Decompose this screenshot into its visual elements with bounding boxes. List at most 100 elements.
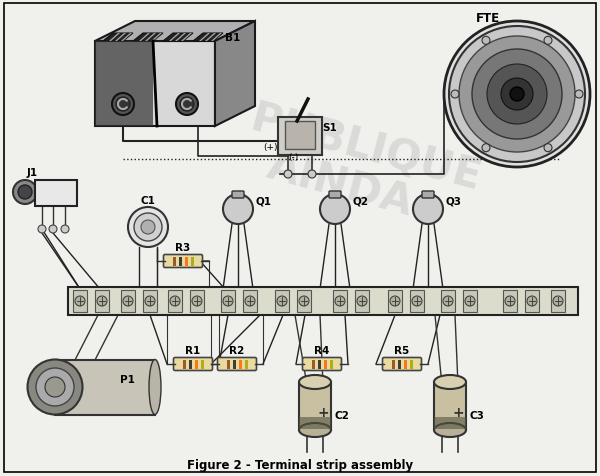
Bar [179, 257, 182, 266]
Text: P1: P1 [120, 374, 135, 384]
Circle shape [123, 297, 133, 307]
Bar [194, 360, 197, 369]
Circle shape [335, 297, 345, 307]
Text: B1: B1 [226, 33, 241, 43]
Circle shape [510, 88, 524, 102]
Circle shape [553, 297, 563, 307]
Bar [434, 382, 466, 430]
Circle shape [116, 98, 130, 112]
Circle shape [527, 297, 537, 307]
Polygon shape [139, 34, 150, 42]
Bar [188, 360, 191, 369]
Polygon shape [95, 42, 215, 127]
Text: J1: J1 [26, 168, 38, 178]
Text: Figure 2 - Terminal strip assembly: Figure 2 - Terminal strip assembly [187, 458, 413, 472]
Circle shape [245, 297, 255, 307]
Bar [434, 417, 466, 429]
Circle shape [413, 195, 443, 225]
FancyBboxPatch shape [383, 358, 422, 371]
Ellipse shape [434, 375, 466, 389]
Text: +: + [452, 405, 464, 419]
Text: +: + [317, 405, 329, 419]
FancyBboxPatch shape [218, 358, 257, 371]
Circle shape [18, 186, 32, 199]
Bar [388, 290, 402, 312]
Ellipse shape [434, 423, 466, 437]
Circle shape [277, 297, 287, 307]
Polygon shape [193, 34, 223, 42]
Bar [121, 290, 135, 312]
Bar [243, 290, 257, 312]
Bar [299, 417, 331, 429]
Circle shape [482, 37, 490, 45]
Polygon shape [211, 34, 222, 42]
Circle shape [444, 22, 590, 168]
FancyBboxPatch shape [173, 358, 212, 371]
Circle shape [443, 297, 453, 307]
Bar [221, 290, 235, 312]
Bar [410, 360, 413, 369]
Bar [392, 360, 395, 369]
Bar [95, 290, 109, 312]
Polygon shape [115, 34, 126, 42]
Polygon shape [95, 42, 153, 127]
Circle shape [487, 65, 547, 125]
FancyBboxPatch shape [232, 192, 244, 198]
Circle shape [501, 79, 533, 111]
Text: R4: R4 [314, 345, 329, 355]
Circle shape [75, 297, 85, 307]
Bar [55, 360, 155, 415]
Circle shape [451, 91, 459, 99]
Text: R5: R5 [394, 345, 410, 355]
Bar [503, 290, 517, 312]
Bar [463, 290, 477, 312]
Polygon shape [181, 34, 192, 42]
Bar [311, 360, 314, 369]
Circle shape [170, 297, 180, 307]
Text: Q1: Q1 [255, 197, 271, 207]
Ellipse shape [36, 368, 74, 406]
Bar [299, 382, 331, 430]
Bar [233, 360, 236, 369]
Bar [190, 290, 204, 312]
Polygon shape [133, 34, 163, 42]
Bar [285, 122, 315, 149]
Text: (-): (-) [288, 153, 298, 162]
Circle shape [320, 195, 350, 225]
Circle shape [412, 297, 422, 307]
Circle shape [128, 208, 168, 248]
Circle shape [482, 144, 490, 152]
FancyBboxPatch shape [329, 192, 341, 198]
Bar [525, 290, 539, 312]
Polygon shape [109, 34, 120, 42]
Circle shape [308, 170, 316, 178]
Text: S1: S1 [322, 123, 337, 133]
Polygon shape [145, 34, 156, 42]
Text: FTE: FTE [476, 11, 500, 24]
Bar [227, 360, 230, 369]
Text: Q3: Q3 [445, 197, 461, 207]
Circle shape [141, 220, 155, 235]
Circle shape [134, 214, 162, 241]
Ellipse shape [299, 423, 331, 437]
Bar [441, 290, 455, 312]
Circle shape [13, 180, 37, 205]
Ellipse shape [299, 375, 331, 389]
Bar [278, 118, 322, 156]
Bar [329, 360, 332, 369]
Circle shape [284, 170, 292, 178]
Bar [355, 290, 369, 312]
Text: (+): (+) [263, 143, 277, 152]
Polygon shape [163, 34, 193, 42]
Bar [168, 290, 182, 312]
FancyBboxPatch shape [164, 255, 203, 268]
Bar [410, 290, 424, 312]
Circle shape [575, 91, 583, 99]
Bar [297, 290, 311, 312]
Bar [245, 360, 248, 369]
Text: AINDA: AINDA [262, 145, 418, 224]
Circle shape [97, 297, 107, 307]
Ellipse shape [28, 360, 83, 415]
Circle shape [459, 37, 575, 153]
Bar [35, 180, 77, 207]
